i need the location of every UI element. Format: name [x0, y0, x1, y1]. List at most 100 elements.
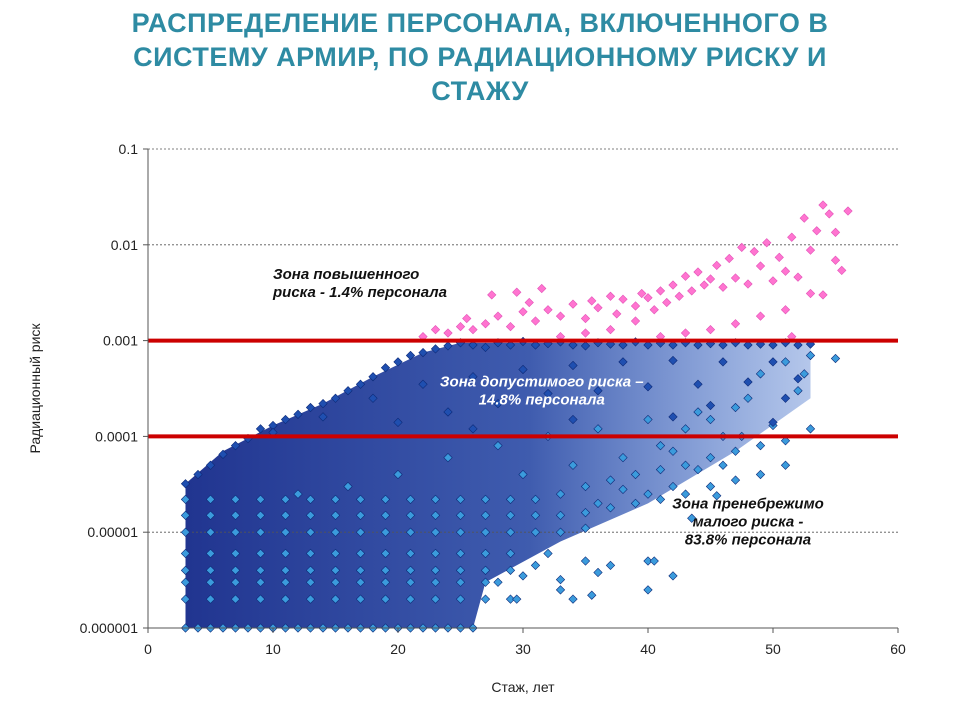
- data-point-low: [780, 436, 791, 446]
- data-point-low: [530, 560, 541, 571]
- data-point-low: [730, 446, 741, 456]
- y-axis-label: Радиационный риск: [27, 323, 43, 454]
- data-point-low: [443, 453, 453, 463]
- data-point-low: [643, 556, 653, 566]
- data-point-low: [680, 424, 691, 434]
- data-point-high: [787, 232, 797, 242]
- data-point-low: [755, 469, 766, 480]
- data-point-low: [705, 481, 716, 492]
- data-point-low: [255, 510, 266, 520]
- data-point-medium: [230, 441, 241, 451]
- data-point-low: [480, 548, 491, 559]
- data-point-high: [505, 321, 516, 332]
- data-point-low: [230, 527, 241, 537]
- data-point-low: [430, 527, 441, 537]
- data-point-low: [605, 560, 616, 571]
- data-point-low: [430, 594, 441, 604]
- data-point-medium: [468, 424, 478, 434]
- data-point-low: [380, 510, 391, 520]
- data-point-medium: [568, 360, 578, 371]
- x-tick-label: 10: [265, 641, 281, 657]
- threshold-lines: [148, 338, 898, 439]
- data-point-high: [812, 226, 822, 236]
- data-point-medium: [368, 393, 378, 403]
- data-point-low: [593, 424, 603, 434]
- data-point-high: [543, 305, 553, 315]
- data-point-low: [330, 494, 341, 505]
- data-point-high: [612, 309, 622, 319]
- data-point-low: [668, 571, 678, 581]
- data-point-low: [380, 527, 391, 537]
- data-point-low: [230, 494, 241, 505]
- data-point-low: [180, 494, 191, 505]
- data-point-low: [530, 510, 541, 520]
- data-point-medium: [318, 412, 328, 422]
- x-axis-label: Стаж, лет: [491, 679, 555, 695]
- data-point-low: [180, 565, 191, 575]
- data-point-low: [655, 441, 666, 451]
- x-tick-label: 0: [144, 641, 152, 657]
- data-point-low: [305, 527, 316, 537]
- data-point-high: [580, 328, 591, 338]
- zone-annotation-line: риска - 1.4% персонала: [272, 284, 447, 301]
- data-point-low: [305, 565, 316, 575]
- axes: 0.000001 0.00001 0.0001 0.001 0.01 0.1 0 10 20 30…: [27, 141, 906, 695]
- data-point-medium: [418, 347, 428, 358]
- data-point-low: [649, 556, 659, 566]
- data-point-low: [230, 510, 241, 520]
- data-point-low: [305, 577, 316, 587]
- data-point-medium: [305, 402, 316, 413]
- data-point-high: [555, 311, 566, 321]
- data-point-high: [837, 265, 847, 276]
- y-tick-label: 0.0001: [95, 428, 138, 444]
- data-point-low: [480, 510, 491, 520]
- data-point-low: [405, 527, 416, 537]
- y-tick-label: 0.000001: [80, 620, 139, 636]
- data-point-high: [655, 286, 666, 296]
- data-point-low: [718, 460, 728, 470]
- data-point-high: [512, 287, 522, 297]
- data-point-medium: [668, 355, 678, 366]
- data-point-low: [493, 577, 503, 587]
- data-point-low: [305, 510, 316, 520]
- data-point-low: [805, 350, 816, 361]
- data-point-low: [643, 585, 653, 595]
- data-point-low: [230, 577, 241, 587]
- data-point-low: [330, 594, 341, 604]
- data-point-medium: [418, 379, 428, 389]
- data-point-low: [430, 548, 441, 559]
- zone-annotation-line: Зона пренебрежимо: [672, 495, 824, 512]
- data-point-medium: [205, 460, 216, 470]
- y-tick-label: 0.00001: [87, 524, 138, 540]
- data-point-medium: [618, 357, 628, 367]
- data-point-low: [705, 414, 716, 425]
- data-point-low: [230, 594, 241, 604]
- data-point-high: [830, 255, 841, 265]
- data-point-high: [637, 288, 647, 299]
- data-point-high: [462, 313, 472, 324]
- data-point-low: [805, 424, 816, 434]
- data-point-medium: [580, 341, 591, 351]
- data-point-low: [643, 489, 653, 499]
- data-point-low: [580, 481, 591, 492]
- data-point-low: [712, 491, 722, 501]
- data-point-low: [355, 527, 366, 537]
- data-point-low: [205, 577, 216, 587]
- data-point-high: [587, 296, 597, 306]
- data-point-low: [680, 460, 691, 470]
- data-point-low: [480, 527, 491, 537]
- data-point-medium: [718, 357, 728, 367]
- data-point-medium: [618, 340, 628, 350]
- data-point-low: [380, 577, 391, 587]
- data-point-low: [480, 594, 491, 604]
- data-point-medium: [393, 357, 403, 367]
- data-point-high: [593, 303, 603, 313]
- data-point-low: [430, 494, 441, 505]
- data-point-low: [330, 510, 341, 520]
- data-point-low: [593, 498, 603, 508]
- data-point-low: [205, 527, 216, 537]
- data-point-low: [530, 494, 541, 505]
- data-point-low: [799, 369, 809, 379]
- data-point-medium: [468, 340, 478, 350]
- data-point-medium: [343, 386, 353, 396]
